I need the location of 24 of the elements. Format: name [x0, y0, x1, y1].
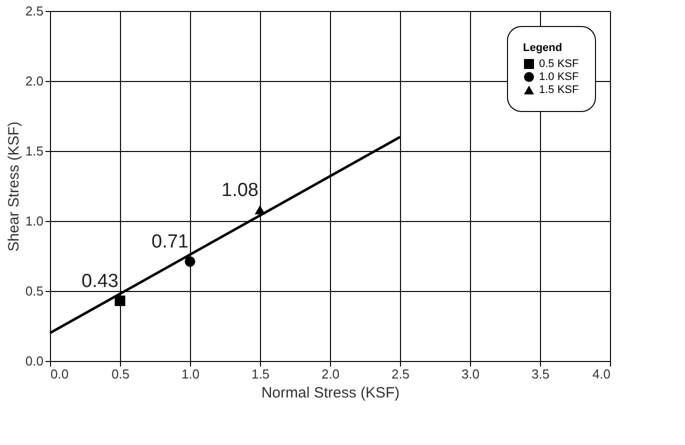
- x-tick-label: 3.5: [531, 366, 550, 382]
- x-tick-label: 0.0: [50, 366, 69, 382]
- y-tick-label: 1.5: [25, 144, 44, 158]
- y-tick-label: 2.0: [25, 74, 44, 88]
- x-tick-label: 2.0: [321, 366, 340, 382]
- y-tick-label: 0.0: [25, 354, 44, 368]
- legend-label: 1.5 KSF: [539, 84, 580, 96]
- x-tick-label: 1.0: [181, 366, 200, 382]
- data-label: 0.43: [82, 270, 118, 292]
- y-tick-label: 1.0: [25, 214, 44, 228]
- data-label: 0.71: [152, 232, 188, 253]
- x-axis-title: Normal Stress (KSF): [261, 384, 400, 402]
- y-tick-label: 0.5: [25, 284, 44, 298]
- data-label: 1.08: [222, 180, 258, 201]
- y-axis-title: Shear Stress (KSF): [5, 121, 22, 252]
- x-tick-label: 1.5: [251, 366, 270, 382]
- x-tick-label: 4.0: [592, 366, 610, 382]
- x-tick-label: 0.5: [111, 366, 130, 382]
- x-tick-label: 2.5: [391, 366, 410, 382]
- x-tick-label: 3.0: [461, 366, 480, 382]
- y-tick-label: 2.5: [25, 4, 44, 18]
- legend-label: 1.0 KSF: [539, 71, 580, 83]
- legend-label: 0.5 KSF: [539, 58, 580, 70]
- legend-title: Legend: [523, 42, 562, 54]
